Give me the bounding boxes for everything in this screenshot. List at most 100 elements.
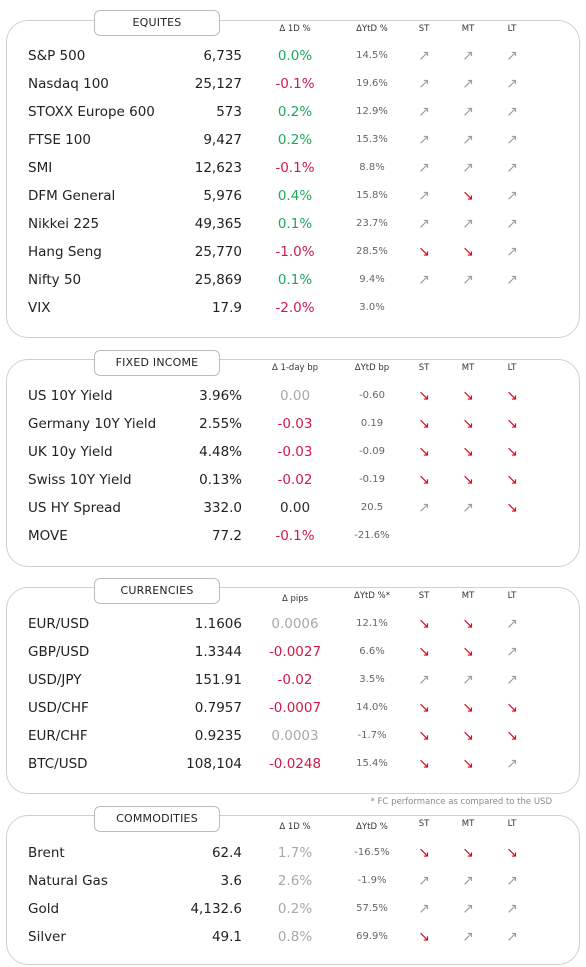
instrument-name: USD/JPY	[28, 672, 82, 688]
trend-st-up-arrow-icon: ↗	[418, 216, 430, 232]
header-lt: LT	[507, 363, 517, 373]
trend-mt-down-arrow-icon: ↘	[462, 444, 474, 460]
instrument-name: GBP/USD	[28, 644, 90, 660]
change-1d: -2.0%	[275, 300, 315, 316]
trend-st-down-arrow-icon: ↘	[418, 416, 430, 432]
trend-mt-down-arrow-icon: ↘	[462, 845, 474, 861]
instrument-name: SMI	[28, 160, 53, 176]
change-ytd: 28.5%	[356, 246, 388, 257]
trend-mt-down-arrow-icon: ↘	[462, 388, 474, 404]
instrument-value: 0.9235	[194, 728, 242, 744]
change-ytd: 3.0%	[359, 302, 385, 313]
trend-mt-down-arrow-icon: ↘	[462, 416, 474, 432]
header-lt: LT	[507, 591, 517, 601]
trend-lt-down-arrow-icon: ↘	[506, 472, 518, 488]
trend-mt-up-arrow-icon: ↗	[462, 500, 474, 516]
trend-st-up-arrow-icon: ↗	[418, 76, 430, 92]
header-mt: MT	[461, 363, 475, 373]
change-ytd: 20.5	[360, 502, 384, 513]
instrument-name: Silver	[28, 929, 66, 945]
table-row: Hang Seng 25,770 -1.0% 28.5% ↘ ↘ ↗	[6, 238, 580, 266]
instrument-value: 0.13%	[199, 472, 242, 488]
instrument-name: BTC/USD	[28, 756, 88, 772]
table-row: Germany 10Y Yield 2.55% -0.03 0.19 ↘ ↘ ↘	[6, 410, 580, 438]
instrument-value: 25,869	[194, 272, 242, 288]
instrument-value: 49.1	[211, 929, 242, 945]
change-1d: 0.0%	[277, 48, 313, 64]
trend-lt-down-arrow-icon: ↘	[506, 388, 518, 404]
instrument-value: 1.3344	[194, 644, 242, 660]
header-ytd: ΔYtD bp	[354, 363, 390, 373]
change-1d: -0.0007	[268, 700, 322, 716]
change-1d: -0.03	[277, 416, 313, 432]
currencies-footnote: * FC performance as compared to the USD	[370, 797, 552, 807]
change-ytd: -16.5%	[354, 847, 390, 858]
table-row: Nikkei 225 49,365 0.1% 23.7% ↗ ↗ ↗	[6, 210, 580, 238]
trend-mt-down-arrow-icon: ↘	[462, 756, 474, 772]
trend-lt-up-arrow-icon: ↗	[506, 929, 518, 945]
trend-lt-down-arrow-icon: ↘	[506, 444, 518, 460]
instrument-name: MOVE	[28, 528, 68, 544]
change-ytd: 9.4%	[359, 274, 385, 285]
instrument-name: Nikkei 225	[28, 216, 100, 232]
trend-lt-up-arrow-icon: ↗	[506, 132, 518, 148]
trend-st-down-arrow-icon: ↘	[418, 616, 430, 632]
trend-lt-up-arrow-icon: ↗	[506, 616, 518, 632]
trend-lt-up-arrow-icon: ↗	[506, 160, 518, 176]
trend-st-down-arrow-icon: ↘	[418, 244, 430, 260]
change-1d: 0.2%	[277, 132, 313, 148]
instrument-value: 1.1606	[194, 616, 242, 632]
trend-lt-up-arrow-icon: ↗	[506, 216, 518, 232]
change-ytd: 12.1%	[356, 618, 388, 629]
table-row: Silver 49.1 0.8% 69.9% ↘ ↗ ↗	[6, 923, 580, 951]
table-row: Natural Gas 3.6 2.6% -1.9% ↗ ↗ ↗	[6, 867, 580, 895]
table-row: UK 10y Yield 4.48% -0.03 -0.09 ↘ ↘ ↘	[6, 438, 580, 466]
table-row: MOVE 77.2 -0.1% -21.6%	[6, 522, 580, 550]
trend-st-down-arrow-icon: ↘	[418, 388, 430, 404]
header-st: ST	[418, 591, 430, 601]
table-row: USD/CHF 0.7957 -0.0007 14.0% ↘ ↘ ↘	[6, 694, 580, 722]
trend-mt-up-arrow-icon: ↗	[462, 901, 474, 917]
instrument-value: 25,127	[194, 76, 242, 92]
instrument-value: 49,365	[194, 216, 242, 232]
instrument-name: Gold	[28, 901, 60, 917]
trend-st-down-arrow-icon: ↘	[418, 700, 430, 716]
trend-lt-up-arrow-icon: ↗	[506, 48, 518, 64]
change-1d: -0.1%	[275, 76, 315, 92]
change-ytd: -21.6%	[354, 530, 390, 541]
instrument-name: UK 10y Yield	[28, 444, 113, 460]
table-row: Nifty 50 25,869 0.1% 9.4% ↗ ↗ ↗	[6, 266, 580, 294]
trend-st-down-arrow-icon: ↘	[418, 444, 430, 460]
table-row: FTSE 100 9,427 0.2% 15.3% ↗ ↗ ↗	[6, 126, 580, 154]
trend-lt-up-arrow-icon: ↗	[506, 244, 518, 260]
change-ytd: 69.9%	[356, 931, 388, 942]
change-1d: 0.8%	[277, 929, 313, 945]
trend-st-down-arrow-icon: ↘	[418, 929, 430, 945]
instrument-name: EUR/CHF	[28, 728, 88, 744]
table-row: US 10Y Yield 3.96% 0.00 -0.60 ↘ ↘ ↘	[6, 382, 580, 410]
header-st: ST	[418, 24, 430, 34]
header-ytd: ΔYtD %*	[354, 591, 390, 601]
change-1d: -0.0248	[268, 756, 322, 772]
change-1d: -0.02	[277, 472, 313, 488]
table-row: S&P 500 6,735 0.0% 14.5% ↗ ↗ ↗	[6, 42, 580, 70]
instrument-value: 2.55%	[199, 416, 242, 432]
instrument-name: US HY Spread	[28, 500, 121, 516]
instrument-name: FTSE 100	[28, 132, 91, 148]
change-ytd: -0.60	[359, 390, 385, 401]
instrument-value: 9,427	[203, 132, 242, 148]
trend-st-up-arrow-icon: ↗	[418, 160, 430, 176]
instrument-name: Natural Gas	[28, 873, 108, 889]
table-row: SMI 12,623 -0.1% 8.8% ↗ ↗ ↗	[6, 154, 580, 182]
trend-lt-up-arrow-icon: ↗	[506, 873, 518, 889]
change-1d: 0.0003	[271, 728, 319, 744]
change-ytd: 15.8%	[356, 190, 388, 201]
change-ytd: 8.8%	[359, 162, 385, 173]
table-row: GBP/USD 1.3344 -0.0027 6.6% ↘ ↘ ↗	[6, 638, 580, 666]
trend-st-up-arrow-icon: ↗	[418, 104, 430, 120]
header-mt: MT	[461, 591, 475, 601]
instrument-value: 0.7957	[194, 700, 242, 716]
trend-lt-up-arrow-icon: ↗	[506, 672, 518, 688]
instrument-name: Nasdaq 100	[28, 76, 109, 92]
trend-mt-up-arrow-icon: ↗	[462, 216, 474, 232]
